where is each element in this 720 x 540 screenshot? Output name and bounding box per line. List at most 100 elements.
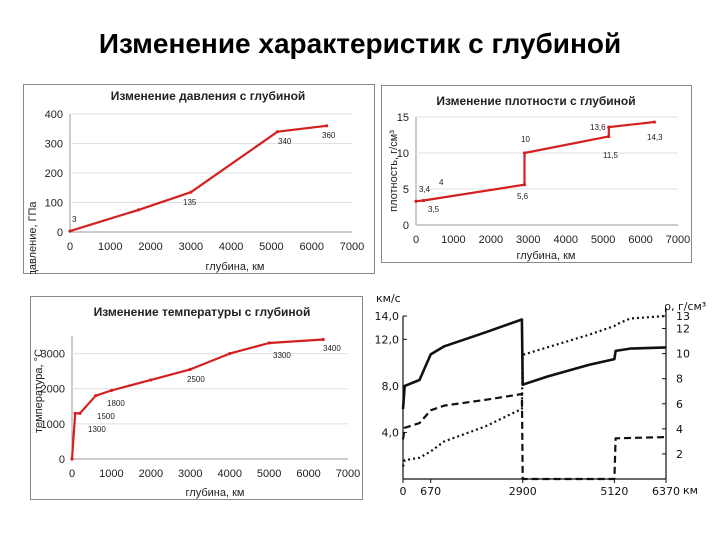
- seismic-right-tick-label: 2: [676, 448, 683, 461]
- density-annotation: 4: [439, 178, 444, 187]
- pressure-x-tick-label: 1000: [98, 241, 122, 253]
- pressure-point: [136, 208, 141, 212]
- pressure-y-tick-label: 0: [57, 227, 63, 239]
- pressure-y-tick-label: 300: [45, 139, 63, 151]
- pressure-x-label: глубина, км: [206, 261, 265, 273]
- temperature-x-tick-label: 1000: [99, 468, 123, 480]
- temperature-annotation: 3400: [323, 344, 341, 353]
- seismic-left-tick-label: 12,0: [375, 333, 400, 346]
- density-x-tick-label: 5000: [591, 234, 615, 246]
- temperature-point: [149, 378, 153, 382]
- seismic-x-tick-label: 5120: [600, 485, 628, 498]
- density-point: [607, 134, 611, 139]
- temperature-y-tick-label: 3000: [41, 349, 65, 361]
- pressure-annotation: 3: [72, 215, 77, 224]
- density-y-label: плотность, г/см³: [388, 130, 400, 212]
- temperature-x-tick-label: 4000: [217, 468, 241, 480]
- pressure-x-tick-label: 0: [67, 241, 73, 253]
- seismic-solid-line: [401, 318, 667, 410]
- temperature-x-tick-label: 0: [69, 468, 75, 480]
- seismic-right-tick-label: 6: [676, 398, 683, 411]
- temperature-x-tick-label: 2000: [139, 468, 163, 480]
- density-annotation: 11,5: [603, 151, 619, 160]
- seismic-x-tick-label: 0: [400, 485, 407, 498]
- pressure-x-tick-label: 5000: [259, 241, 283, 253]
- temperature-point: [73, 411, 77, 415]
- density-point: [607, 125, 611, 129]
- pressure-point: [275, 130, 280, 134]
- temperature-y-tick-label: 1000: [41, 419, 65, 431]
- temperature-x-label: глубина, км: [186, 487, 245, 499]
- density-chart-title: Изменение плотности с глубиной: [436, 94, 635, 108]
- temperature-annotation: 2500: [187, 375, 205, 384]
- temperature-annotation: 1500: [97, 412, 115, 421]
- seismic-right-tick-label: 10: [676, 348, 690, 361]
- seismic-x-tick-label: 2900: [509, 485, 537, 498]
- density-x-tick-label: 1000: [441, 234, 465, 246]
- density-annotation: 3,5: [428, 205, 440, 214]
- density-point: [421, 198, 426, 203]
- density-point: [414, 199, 418, 203]
- pressure-annotation: 135: [183, 198, 197, 207]
- seismic-right-tick-label: 13: [676, 310, 690, 323]
- pressure-x-tick-label: 2000: [138, 241, 162, 253]
- seismic-right-unit: ρ, г/см³: [664, 300, 706, 313]
- density-x-tick-label: 7000: [666, 234, 690, 246]
- density-x-label: глубина, км: [517, 250, 576, 262]
- temperature-chart-title: Изменение температуры с глубиной: [94, 305, 311, 319]
- density-x-tick-label: 4000: [553, 234, 577, 246]
- temperature-point: [188, 367, 192, 371]
- temperature-y-label: температура, °C: [33, 349, 45, 433]
- temperature-x-tick-label: 7000: [336, 468, 360, 480]
- temperature-x-tick-label: 5000: [257, 468, 281, 480]
- temperature-annotation: 1800: [107, 399, 125, 408]
- temperature-point: [70, 457, 74, 461]
- temperature-line: [70, 338, 324, 460]
- temperature-x-tick-label: 6000: [296, 468, 320, 480]
- seismic-dotted-line: [401, 314, 667, 467]
- pressure-annotation: 340: [278, 137, 292, 146]
- density-annotation: 13,6: [590, 123, 606, 132]
- density-y-tick-label: 5: [403, 184, 409, 196]
- pressure-x-tick-label: 7000: [340, 241, 364, 253]
- temperature-point: [78, 411, 82, 415]
- density-x-tick-label: 3000: [516, 234, 540, 246]
- temperature-annotation: 3300: [273, 351, 291, 360]
- density-annotation: 10: [521, 135, 530, 144]
- seismic-x-tick-label: 6370: [652, 485, 680, 498]
- pressure-x-tick-label: 3000: [179, 241, 203, 253]
- pressure-y-tick-label: 200: [45, 168, 63, 180]
- temperature-point: [109, 388, 114, 393]
- density-point: [522, 151, 527, 155]
- density-x-tick-label: 2000: [479, 234, 503, 246]
- temperature-point: [94, 394, 98, 398]
- density-point: [522, 183, 527, 187]
- temperature-chart: Изменение температуры с глубиной темпера…: [30, 296, 363, 500]
- pressure-point: [189, 190, 193, 194]
- temperature-y-tick-label: 2000: [41, 384, 65, 396]
- pressure-x-tick-label: 4000: [219, 241, 243, 253]
- temperature-point: [267, 341, 271, 345]
- pressure-y-label: давление, ГПа: [27, 201, 39, 274]
- density-x-tick-label: 6000: [628, 234, 652, 246]
- pressure-point: [68, 229, 72, 233]
- density-annotation: 5,6: [517, 192, 529, 201]
- pressure-chart-title: Изменение давления с глубиной: [111, 89, 306, 103]
- density-y-tick-label: 15: [397, 112, 409, 124]
- seismic-left-tick-label: 8,0: [382, 380, 400, 393]
- density-point: [652, 120, 657, 124]
- seismic-right-tick-label: 12: [676, 323, 690, 336]
- density-chart: Изменение плотности с глубиной плотность…: [381, 85, 692, 263]
- pressure-chart: Изменение давления с глубиной давление, …: [23, 84, 375, 274]
- temperature-x-tick-label: 3000: [178, 468, 202, 480]
- seismic-left-tick-label: 14,0: [375, 310, 400, 323]
- page-title: Изменение характеристик с глубиной: [98, 28, 622, 59]
- seismic-left-tick-label: 4,0: [382, 426, 400, 439]
- pressure-point: [325, 124, 329, 128]
- density-annotation: 3,4: [419, 185, 431, 194]
- seismic-chart: км/с ρ, г/см³ км 0 670 2900 5120 6370 4,0 8,0 1…: [375, 292, 707, 498]
- pressure-x-tick-label: 6000: [299, 241, 323, 253]
- density-x-tick-label: 0: [413, 234, 419, 246]
- seismic-right-tick-label: 4: [676, 423, 683, 436]
- temperature-point: [228, 351, 232, 356]
